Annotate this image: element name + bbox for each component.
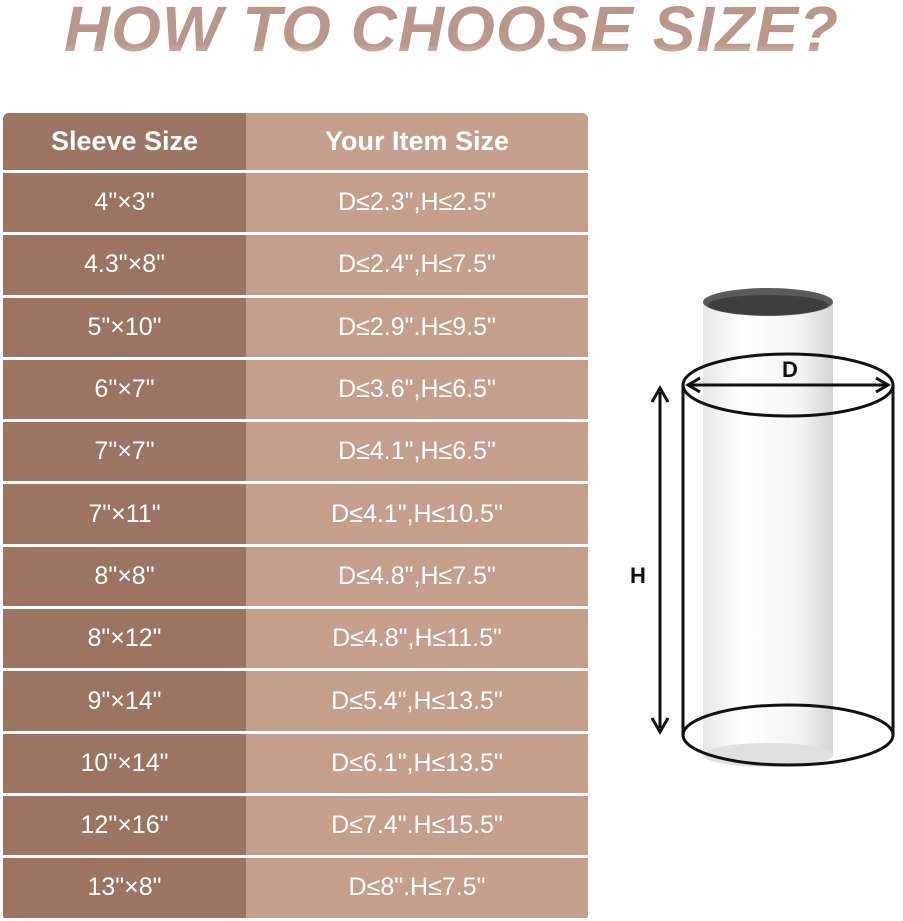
tumbler-diagram: D H: [630, 288, 895, 767]
item-size-cell: D≤4.1",H≤6.5": [246, 422, 588, 482]
item-size-cell: D≤7.4".H≤15.5": [246, 795, 588, 856]
table-row: 6"×7" D≤3.6",H≤6.5": [3, 359, 588, 420]
table-row: 4"×3" D≤2.3",H≤2.5": [3, 173, 588, 233]
table-row: 9"×14" D≤5.4",H≤13.5": [3, 671, 588, 731]
tumbler-icon: [703, 288, 833, 767]
cylinder-outline: [681, 352, 895, 767]
sleeve-size-cell: 12"×16": [3, 795, 246, 856]
item-size-cell: D≤8".H≤7.5": [246, 858, 588, 918]
sleeve-size-cell: 4"×3": [3, 173, 246, 233]
page-title: HOW TO CHOOSE SIZE?: [63, 0, 840, 65]
item-size-cell: D≤4.8",H≤7.5": [246, 546, 588, 607]
sleeve-size-cell: 7"×11": [3, 484, 246, 544]
diameter-arrow: [685, 376, 891, 394]
sleeve-size-cell: 9"×14": [3, 671, 246, 731]
table-row: 4.3"×8" D≤2.4",H≤7.5": [3, 235, 588, 295]
sleeve-size-cell: 8"×8": [3, 546, 246, 607]
height-label: H: [630, 563, 646, 588]
header-sleeve-size: Sleeve Size: [3, 113, 246, 170]
item-size-cell: D≤5.4",H≤13.5": [246, 671, 588, 731]
item-size-cell: D≤3.6",H≤6.5": [246, 359, 588, 420]
item-size-cell: D≤2.3",H≤2.5": [246, 173, 588, 233]
item-size-cell: D≤4.1",H≤10.5": [246, 484, 588, 544]
sleeve-size-cell: 10"×14": [3, 733, 246, 793]
item-size-cell: D≤6.1",H≤13.5": [246, 733, 588, 793]
table-row: 5"×10" D≤2.9".H≤9.5": [3, 297, 588, 357]
table-row: 8"×12" D≤4.8",H≤11.5": [3, 609, 588, 669]
table-row: 8"×8" D≤4.8",H≤7.5": [3, 546, 588, 607]
sleeve-size-cell: 5"×10": [3, 297, 246, 357]
header-item-size: Your Item Size: [246, 113, 588, 170]
item-size-cell: D≤2.4",H≤7.5": [246, 235, 588, 295]
diameter-label: D: [782, 357, 798, 382]
table-row: 10"×14" D≤6.1",H≤13.5": [3, 733, 588, 793]
height-arrow: [650, 384, 670, 736]
table-row: 13"×8" D≤8".H≤7.5": [3, 858, 588, 918]
table-row: 7"×7" D≤4.1",H≤6.5": [3, 422, 588, 482]
item-size-cell: D≤2.9".H≤9.5": [246, 297, 588, 357]
table-row: 12"×16" D≤7.4".H≤15.5": [3, 795, 588, 856]
item-size-cell: D≤4.8",H≤11.5": [246, 609, 588, 669]
sleeve-size-cell: 8"×12": [3, 609, 246, 669]
table-row: 7"×11" D≤4.1",H≤10.5": [3, 484, 588, 544]
sleeve-size-cell: 13"×8": [3, 858, 246, 918]
table-header: Sleeve Size Your Item Size: [3, 113, 588, 170]
sleeve-size-cell: 7"×7": [3, 422, 246, 482]
sleeve-size-cell: 6"×7": [3, 359, 246, 420]
size-table: Sleeve Size Your Item Size 4"×3" D≤2.3",H…: [3, 113, 588, 921]
sleeve-size-cell: 4.3"×8": [3, 235, 246, 295]
